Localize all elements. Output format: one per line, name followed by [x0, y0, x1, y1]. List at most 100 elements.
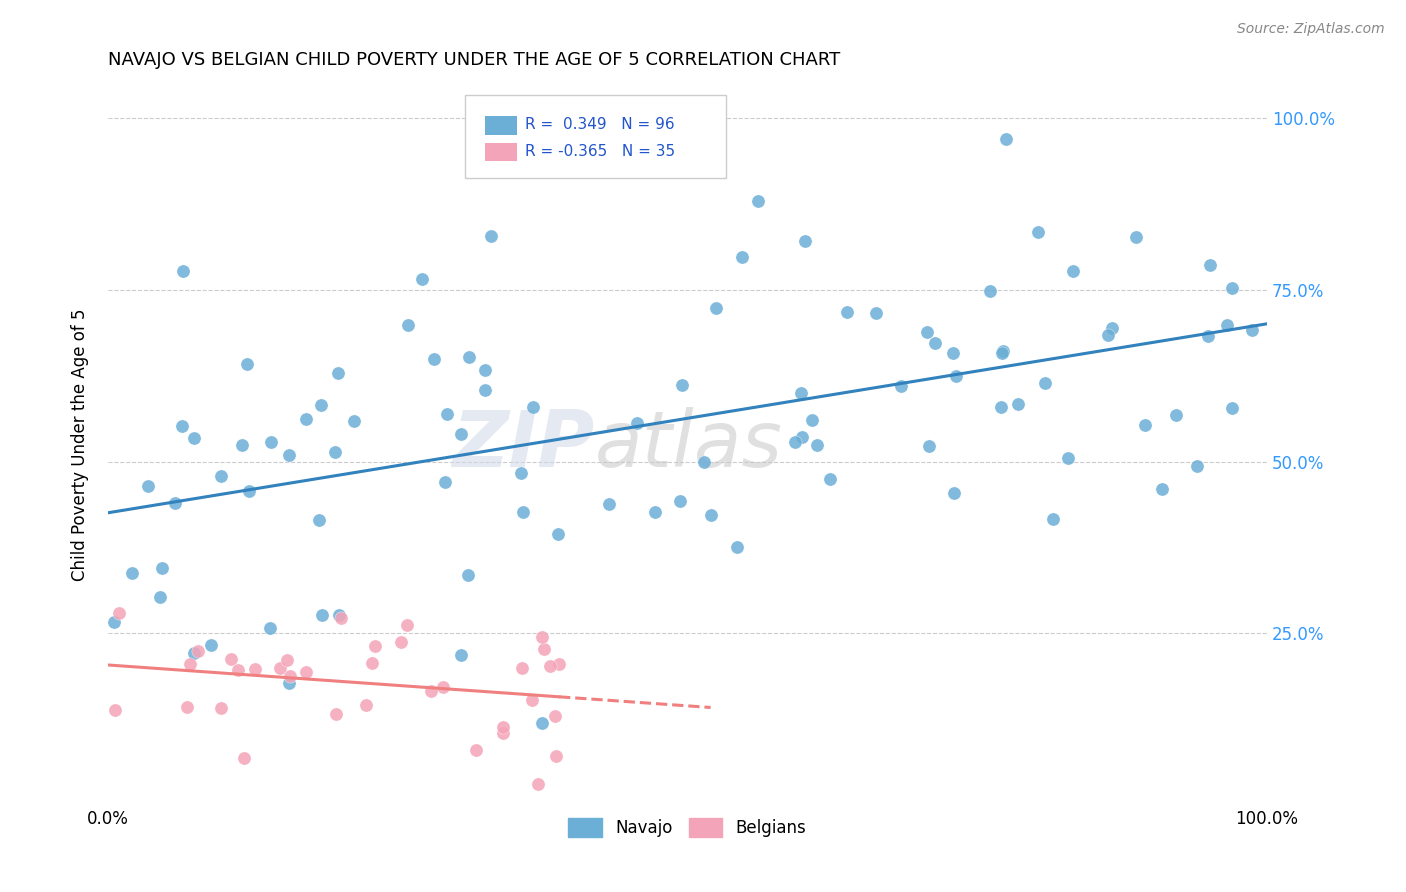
Point — [259, 621, 281, 635]
Point — [991, 344, 1014, 359]
Point — [243, 663, 266, 677]
Point — [1220, 281, 1243, 295]
Point — [995, 132, 1018, 146]
FancyBboxPatch shape — [465, 95, 725, 178]
Point — [309, 398, 332, 412]
Point — [790, 430, 813, 444]
Point — [183, 431, 205, 445]
Point — [671, 378, 693, 392]
Point — [990, 400, 1012, 414]
Point — [510, 661, 533, 675]
Point — [450, 648, 472, 663]
Point — [598, 497, 620, 511]
Text: Source: ZipAtlas.com: Source: ZipAtlas.com — [1237, 22, 1385, 37]
Point — [1197, 329, 1219, 343]
Point — [457, 567, 479, 582]
Point — [942, 486, 965, 500]
Point — [1198, 258, 1220, 272]
Point — [917, 439, 939, 453]
Point — [209, 700, 232, 714]
Point — [325, 706, 347, 721]
Point — [136, 479, 159, 493]
Point — [209, 469, 232, 483]
Point — [801, 413, 824, 427]
Point — [520, 693, 543, 707]
Point — [806, 438, 828, 452]
Point — [991, 345, 1014, 359]
Point — [277, 448, 299, 462]
Point — [238, 483, 260, 498]
Point — [458, 350, 481, 364]
Point — [1220, 401, 1243, 415]
Text: R = -0.365   N = 35: R = -0.365 N = 35 — [526, 144, 675, 159]
Point — [942, 346, 965, 360]
Point — [432, 680, 454, 694]
Point — [176, 700, 198, 714]
Point — [389, 635, 412, 649]
Point — [725, 540, 748, 554]
Point — [533, 641, 555, 656]
Point — [820, 472, 842, 486]
Point — [546, 748, 568, 763]
Point — [793, 235, 815, 249]
Point — [294, 411, 316, 425]
Point — [699, 508, 721, 522]
Point — [481, 229, 503, 244]
Point — [783, 435, 806, 450]
Point — [103, 615, 125, 629]
Point — [343, 414, 366, 428]
Point — [278, 668, 301, 682]
Point — [924, 335, 946, 350]
Point — [890, 378, 912, 392]
Point — [219, 652, 242, 666]
Point — [200, 638, 222, 652]
Point — [436, 407, 458, 421]
Point — [276, 653, 298, 667]
Point — [308, 513, 330, 527]
Point — [530, 630, 553, 644]
Point — [323, 445, 346, 459]
Point — [1240, 323, 1263, 337]
Legend: Navajo, Belgians: Navajo, Belgians — [562, 811, 813, 844]
Point — [1033, 376, 1056, 391]
Point — [396, 318, 419, 333]
Y-axis label: Child Poverty Under the Age of 5: Child Poverty Under the Age of 5 — [72, 309, 89, 581]
Point — [704, 301, 727, 315]
Point — [538, 659, 561, 673]
Point — [531, 715, 554, 730]
Point — [669, 494, 692, 508]
Point — [1150, 483, 1173, 497]
Point — [269, 661, 291, 675]
Point — [544, 709, 567, 723]
Point — [835, 305, 858, 319]
Point — [1007, 397, 1029, 411]
Point — [422, 351, 444, 366]
Point — [226, 663, 249, 677]
Point — [330, 611, 353, 625]
Point — [945, 369, 967, 384]
Point — [149, 590, 172, 604]
Point — [179, 657, 201, 672]
Point — [693, 455, 716, 469]
Point — [474, 362, 496, 376]
Point — [104, 703, 127, 717]
Point — [170, 418, 193, 433]
Point — [1185, 458, 1208, 473]
Point — [527, 777, 550, 791]
Point — [1216, 318, 1239, 332]
Point — [1042, 512, 1064, 526]
Point — [187, 644, 209, 658]
Point — [1133, 418, 1156, 433]
Point — [915, 325, 938, 339]
Point — [235, 357, 257, 371]
Text: NAVAJO VS BELGIAN CHILD POVERTY UNDER THE AGE OF 5 CORRELATION CHART: NAVAJO VS BELGIAN CHILD POVERTY UNDER TH… — [108, 51, 841, 69]
Point — [522, 401, 544, 415]
Point — [165, 496, 187, 510]
Point — [1125, 230, 1147, 244]
Point — [1062, 264, 1084, 278]
Point — [626, 416, 648, 430]
Point — [311, 608, 333, 623]
Point — [364, 639, 387, 653]
Point — [434, 475, 457, 490]
Point — [865, 305, 887, 319]
